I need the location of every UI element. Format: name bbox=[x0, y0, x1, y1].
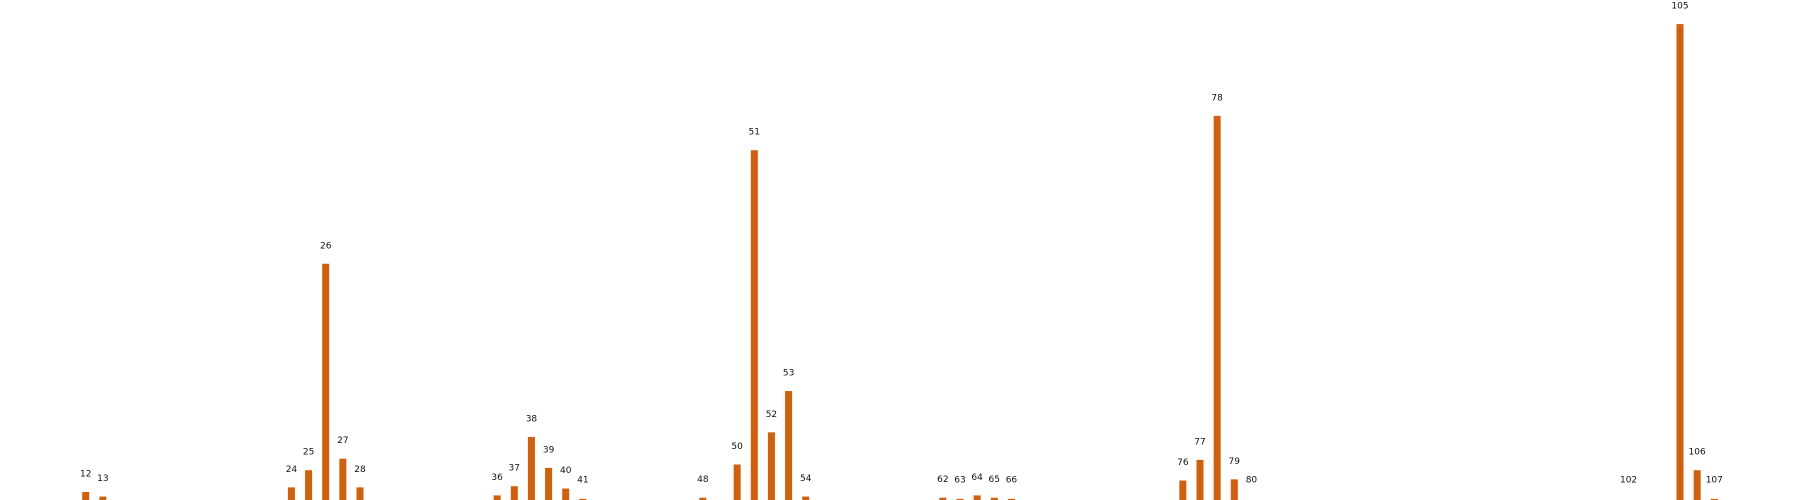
bar bbox=[1676, 24, 1684, 500]
bar bbox=[767, 432, 775, 500]
bar bbox=[545, 467, 553, 500]
bar-label: 76 bbox=[1177, 458, 1189, 468]
bar bbox=[356, 487, 364, 500]
bar bbox=[339, 458, 347, 500]
bar bbox=[973, 495, 981, 500]
bar-label: 51 bbox=[749, 128, 760, 138]
bar-label: 63 bbox=[954, 476, 965, 486]
bar bbox=[1213, 115, 1221, 500]
bar bbox=[939, 497, 947, 500]
bar-label: 66 bbox=[1006, 476, 1018, 486]
bar-label: 27 bbox=[337, 436, 348, 446]
bar-label: 50 bbox=[731, 442, 743, 452]
bar bbox=[990, 497, 998, 500]
bar-label: 78 bbox=[1211, 93, 1223, 103]
bar-label: 53 bbox=[783, 369, 794, 379]
bar bbox=[579, 498, 587, 500]
bar bbox=[802, 496, 810, 500]
bar bbox=[510, 486, 518, 500]
bar-label: 64 bbox=[971, 473, 983, 483]
bar bbox=[1693, 470, 1701, 500]
bar-label: 28 bbox=[354, 465, 366, 475]
bar-label: 40 bbox=[560, 466, 572, 476]
bar-label: 25 bbox=[303, 448, 314, 458]
bar-label: 24 bbox=[286, 465, 298, 475]
bar bbox=[750, 150, 758, 500]
bar bbox=[1179, 480, 1187, 500]
bar bbox=[785, 391, 793, 500]
bar-label: 106 bbox=[1689, 448, 1706, 458]
bar-label: 38 bbox=[526, 414, 538, 424]
bar bbox=[287, 487, 295, 500]
bar bbox=[322, 263, 330, 500]
bar-label: 37 bbox=[509, 464, 520, 474]
bar-label: 13 bbox=[97, 474, 108, 484]
bar bbox=[562, 488, 570, 500]
bar-label: 41 bbox=[577, 476, 588, 486]
bar bbox=[1710, 498, 1718, 500]
bar bbox=[956, 498, 964, 500]
bar bbox=[527, 436, 535, 500]
bar-label: 52 bbox=[766, 410, 777, 420]
bar-label: 102 bbox=[1620, 476, 1637, 486]
bar-label: 62 bbox=[937, 475, 948, 485]
bar-label: 80 bbox=[1246, 476, 1258, 486]
bar-label: 79 bbox=[1229, 457, 1241, 467]
bar bbox=[305, 470, 313, 500]
bar-label: 36 bbox=[491, 473, 503, 483]
bar-label: 105 bbox=[1671, 2, 1688, 12]
bar bbox=[1196, 459, 1204, 500]
bar bbox=[1230, 479, 1238, 500]
bar-label: 107 bbox=[1706, 476, 1723, 486]
bar bbox=[493, 495, 501, 500]
bar-label: 54 bbox=[800, 474, 812, 484]
bar bbox=[733, 464, 741, 500]
bar bbox=[1007, 498, 1015, 500]
bar-label: 39 bbox=[543, 445, 555, 455]
bar-label: 65 bbox=[989, 475, 1000, 485]
bar-label: 48 bbox=[697, 475, 709, 485]
bar bbox=[82, 491, 90, 500]
bar-label: 77 bbox=[1194, 437, 1205, 447]
bar-label: 26 bbox=[320, 241, 332, 251]
bar bbox=[99, 496, 107, 500]
bar bbox=[699, 497, 707, 500]
bar-label: 12 bbox=[80, 469, 91, 479]
